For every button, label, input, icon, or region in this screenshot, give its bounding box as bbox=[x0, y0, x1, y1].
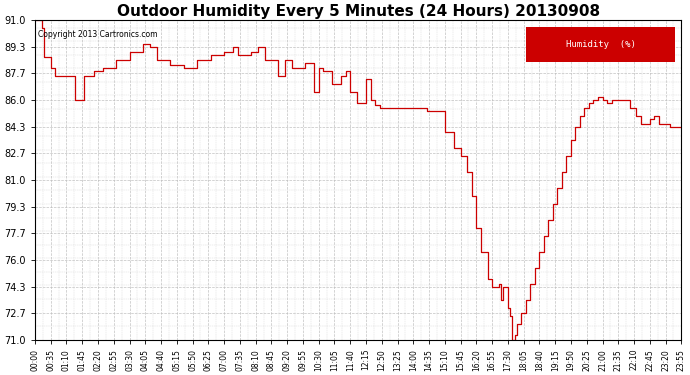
Text: Copyright 2013 Cartronics.com: Copyright 2013 Cartronics.com bbox=[38, 30, 158, 39]
Title: Outdoor Humidity Every 5 Minutes (24 Hours) 20130908: Outdoor Humidity Every 5 Minutes (24 Hou… bbox=[117, 4, 600, 19]
